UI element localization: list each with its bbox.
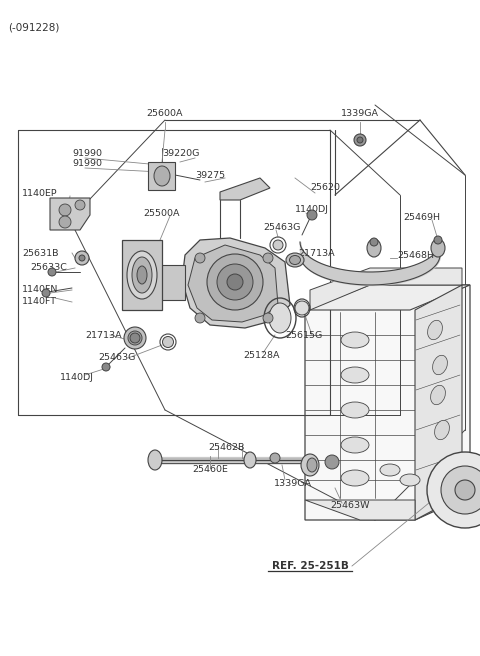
Text: (-091228): (-091228) <box>8 22 60 32</box>
Ellipse shape <box>428 320 443 340</box>
Ellipse shape <box>289 255 300 264</box>
Ellipse shape <box>341 332 369 348</box>
Text: 1140FT: 1140FT <box>22 298 57 306</box>
Polygon shape <box>182 238 290 328</box>
Circle shape <box>270 453 280 463</box>
Ellipse shape <box>432 356 447 375</box>
Polygon shape <box>188 245 278 322</box>
Circle shape <box>307 210 317 220</box>
Polygon shape <box>305 500 415 520</box>
Polygon shape <box>150 265 185 300</box>
Polygon shape <box>310 268 462 310</box>
Circle shape <box>325 455 339 469</box>
Text: 21713A: 21713A <box>298 249 335 258</box>
Ellipse shape <box>273 240 283 250</box>
Circle shape <box>263 253 273 263</box>
Text: 1140DJ: 1140DJ <box>60 373 94 382</box>
Circle shape <box>102 363 110 371</box>
Text: 25463G: 25463G <box>98 354 135 363</box>
Circle shape <box>75 200 85 210</box>
Ellipse shape <box>286 253 304 267</box>
Text: 25615G: 25615G <box>285 331 322 340</box>
Text: 1339GA: 1339GA <box>274 480 312 489</box>
Text: 1140EP: 1140EP <box>22 188 58 197</box>
Text: 25620: 25620 <box>310 184 340 192</box>
Circle shape <box>354 134 366 146</box>
Polygon shape <box>415 285 462 520</box>
Circle shape <box>434 236 442 244</box>
Ellipse shape <box>301 454 319 476</box>
Circle shape <box>263 313 273 323</box>
Text: 25468H: 25468H <box>397 251 434 260</box>
Text: REF. 25-251B: REF. 25-251B <box>272 561 348 571</box>
Polygon shape <box>122 240 162 310</box>
Text: 25633C: 25633C <box>30 264 67 272</box>
Text: 21713A: 21713A <box>85 331 121 340</box>
Circle shape <box>455 480 475 500</box>
Text: 1339GA: 1339GA <box>341 108 379 117</box>
Text: 25600A: 25600A <box>147 108 183 117</box>
Ellipse shape <box>431 239 445 257</box>
Circle shape <box>59 216 71 228</box>
Circle shape <box>217 264 253 300</box>
Text: 25500A: 25500A <box>143 209 180 218</box>
Circle shape <box>370 238 378 246</box>
Circle shape <box>295 301 309 315</box>
Circle shape <box>195 313 205 323</box>
Text: 25631B: 25631B <box>22 249 59 258</box>
Circle shape <box>130 333 140 343</box>
Circle shape <box>75 251 89 265</box>
Circle shape <box>227 274 243 290</box>
Text: 25460E: 25460E <box>192 466 228 474</box>
Ellipse shape <box>163 337 173 348</box>
Ellipse shape <box>367 239 381 257</box>
Circle shape <box>207 254 263 310</box>
Circle shape <box>441 466 480 514</box>
Ellipse shape <box>341 470 369 486</box>
Text: 25463W: 25463W <box>330 501 370 510</box>
Circle shape <box>42 289 50 297</box>
Circle shape <box>48 268 56 276</box>
Text: 25469H: 25469H <box>403 213 440 222</box>
Circle shape <box>79 255 85 261</box>
Ellipse shape <box>154 166 170 186</box>
Circle shape <box>357 137 363 143</box>
Ellipse shape <box>269 303 291 333</box>
Text: 1140DJ: 1140DJ <box>295 205 329 215</box>
Ellipse shape <box>127 251 157 299</box>
Text: 91990: 91990 <box>72 159 102 167</box>
Ellipse shape <box>137 266 147 284</box>
Text: 91990: 91990 <box>72 148 102 157</box>
Ellipse shape <box>434 420 449 440</box>
Ellipse shape <box>307 458 317 472</box>
Polygon shape <box>50 198 90 230</box>
Ellipse shape <box>148 450 162 470</box>
Ellipse shape <box>380 464 400 476</box>
Circle shape <box>427 452 480 528</box>
Ellipse shape <box>341 367 369 383</box>
Ellipse shape <box>341 402 369 418</box>
Ellipse shape <box>124 327 146 349</box>
Polygon shape <box>305 285 470 310</box>
Text: 1140FN: 1140FN <box>22 285 59 295</box>
Text: 25128A: 25128A <box>243 350 279 359</box>
Polygon shape <box>148 162 175 190</box>
Text: 25463G: 25463G <box>263 224 300 232</box>
Polygon shape <box>305 285 470 520</box>
Ellipse shape <box>128 331 142 345</box>
Circle shape <box>59 204 71 216</box>
Ellipse shape <box>431 385 445 405</box>
Ellipse shape <box>400 474 420 486</box>
Circle shape <box>195 253 205 263</box>
Ellipse shape <box>341 437 369 453</box>
Ellipse shape <box>244 452 256 468</box>
Ellipse shape <box>132 257 152 293</box>
Text: 39275: 39275 <box>195 171 225 180</box>
Text: 25462B: 25462B <box>208 443 244 453</box>
Text: 39220G: 39220G <box>162 148 199 157</box>
Polygon shape <box>220 178 270 200</box>
